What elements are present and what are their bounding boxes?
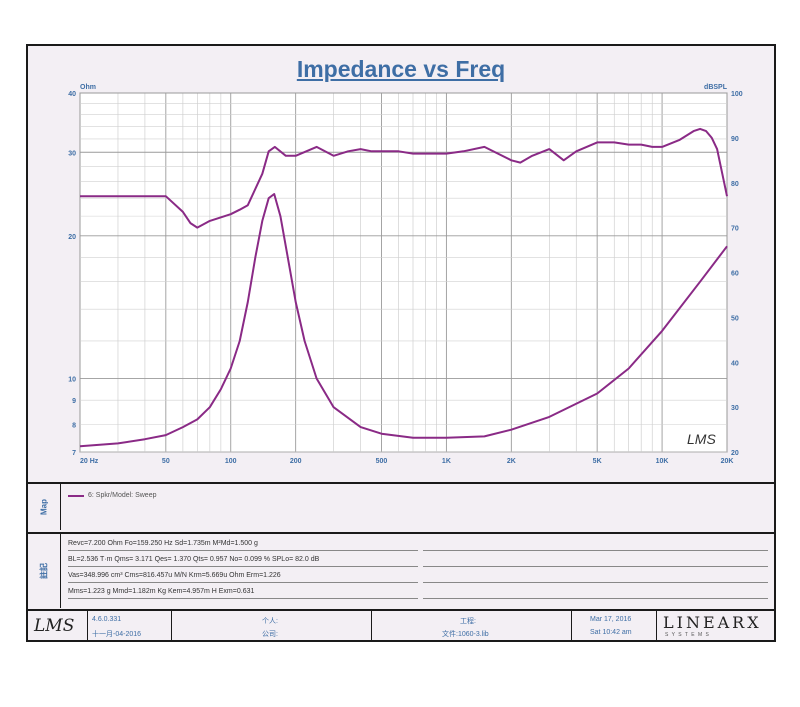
left-tick-label: 30 — [68, 150, 76, 157]
x-tick-label: 200 — [290, 458, 302, 465]
footer-person-cell: 个人: 公司: — [172, 611, 372, 642]
file-label: 文件:1060-3.lib — [442, 631, 489, 638]
lms-logo: LMS — [34, 616, 75, 636]
params-side-tab: 註記 — [28, 534, 61, 608]
legend-swatch — [68, 494, 84, 497]
params-side-label: 註記 — [39, 563, 49, 579]
x-tick-label: 1K — [442, 458, 451, 465]
x-tick-label: 20K — [721, 458, 734, 465]
footer-brand-cell: LINEARX S Y S T E M S — [657, 611, 774, 642]
right-tick-label: 40 — [731, 360, 739, 367]
param-line: Mms=1.223 g Mmd=1.182m Kg Kem=4.957m H E… — [68, 588, 255, 595]
param-line: Vas=348.996 cm³ Cms=816.457u M/N Krm=5.6… — [68, 572, 281, 579]
brand-subtitle: S Y S T E M S — [665, 632, 710, 638]
param-underline — [68, 582, 418, 583]
x-tick-label: 500 — [376, 458, 388, 465]
person-label: 个人: — [262, 618, 278, 625]
right-tick-label: 60 — [731, 271, 739, 278]
footer-version-cell: 4.6.0.331 十一月-04-2016 — [88, 611, 172, 642]
right-tick-label: 30 — [731, 405, 739, 412]
time-text: Sat 10:42 am — [590, 629, 632, 636]
legend-panel: Map 6: Spkr/Model: Sweep — [28, 484, 774, 530]
chart-title: Impedance vs Freq — [296, 56, 506, 82]
param-underline — [68, 598, 418, 599]
left-tick-label: 40 — [68, 91, 76, 98]
impedance-curve — [79, 193, 728, 448]
project-label: 工程: — [460, 618, 476, 625]
left-tick-label: 10 — [68, 377, 76, 384]
left-axis-unit: Ohm — [80, 84, 96, 91]
divider — [28, 609, 774, 611]
local-date-text: 十一月-04-2016 — [92, 631, 142, 638]
version-text: 4.6.0.331 — [92, 616, 122, 623]
divider — [28, 532, 774, 534]
company-label: 公司: — [262, 631, 278, 638]
left-tick-label: 8 — [72, 422, 76, 429]
x-tick-label: 10K — [656, 458, 669, 465]
right-tick-label: 90 — [731, 136, 739, 143]
legend-side-tab: Map — [28, 484, 61, 530]
x-tick-label: 50 — [162, 458, 170, 465]
x-tick-label: 2K — [507, 458, 516, 465]
param-underline — [68, 566, 418, 567]
right-tick-label: 100 — [731, 91, 743, 98]
brand-logo: LINEARX — [663, 613, 762, 632]
footer-date-cell: Mar 17, 2016 Sat 10:42 am — [572, 611, 657, 642]
x-tick-label: 5K — [593, 458, 602, 465]
plot-panel: Impedance vs Freq 20 Hz 50 100 200 500 1K 2K 5K… — [28, 46, 774, 483]
footer-logo-cell: LMS — [28, 611, 88, 642]
param-underline — [423, 582, 768, 583]
right-tick-label: 70 — [731, 226, 739, 233]
legend-entry-label: 6: Spkr/Model: Sweep — [88, 492, 157, 499]
footer-project-cell: 工程: 文件:1060-3.lib — [372, 611, 572, 642]
param-underline — [68, 550, 418, 551]
right-tick-label: 50 — [731, 315, 739, 322]
date-text: Mar 17, 2016 — [590, 616, 632, 623]
right-tick-label: 80 — [731, 181, 739, 188]
param-line: Revc=7.200 Ohm Fo=159.250 Hz Sd=1.735m M… — [68, 540, 258, 547]
params-panel: 註記 Revc=7.200 Ohm Fo=159.250 Hz Sd=1.735… — [28, 534, 774, 608]
right-axis-unit: dBSPL — [704, 84, 728, 91]
left-tick-label: 9 — [72, 398, 76, 405]
spl-curve — [80, 127, 728, 229]
plot-background — [79, 92, 728, 453]
divider — [28, 482, 774, 484]
param-underline — [423, 566, 768, 567]
x-tick-label: 100 — [225, 458, 237, 465]
plot-area: 20 Hz 50 100 200 500 1K 2K 5K 10K 20K 40 30 20 10 9 8 7 1… — [68, 84, 743, 465]
lms-watermark: LMS — [687, 431, 716, 447]
x-tick-label: 20 Hz — [80, 458, 99, 465]
left-tick-label: 7 — [72, 450, 76, 457]
param-underline — [423, 550, 768, 551]
param-line: BL=2.536 T·m Qms= 3.171 Qes= 1.370 Qts= … — [68, 556, 320, 563]
left-tick-label: 20 — [68, 234, 76, 241]
footer: LMS 4.6.0.331 十一月-04-2016 个人: 公司: 工程: 文件… — [28, 611, 774, 642]
right-tick-label: 20 — [731, 450, 739, 457]
legend-entry: 6: Spkr/Model: Sweep — [68, 492, 156, 499]
param-underline — [423, 598, 768, 599]
chart-frame: Impedance vs Freq 20 Hz 50 100 200 500 1K 2K 5K… — [26, 44, 776, 642]
legend-side-label: Map — [39, 499, 49, 515]
